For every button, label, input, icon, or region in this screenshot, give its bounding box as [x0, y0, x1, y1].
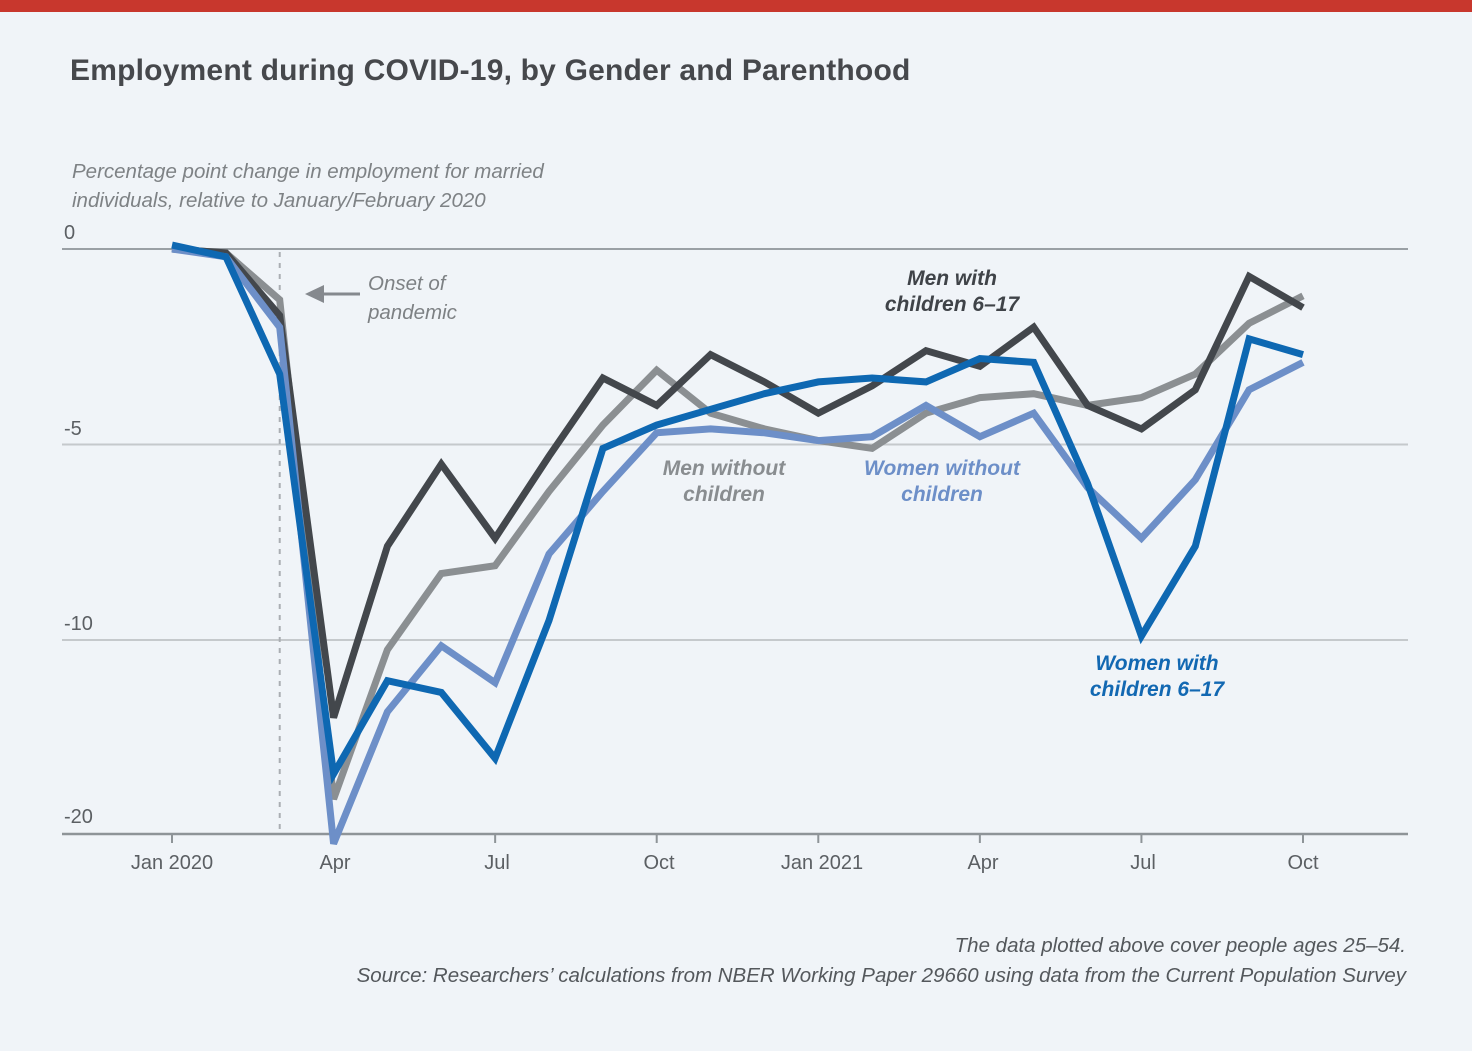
series-label-men-with-children: Men with children 6–17	[884, 267, 1020, 316]
x-tick-jul-2020: Jul	[484, 852, 510, 874]
x-tick-oct-2021: Oct	[1287, 852, 1319, 874]
series-line-women_without_children	[171, 245, 1305, 846]
onset-arrowhead-icon	[305, 285, 324, 303]
chart-title: Employment during COVID-19, by Gender an…	[70, 54, 911, 87]
x-tick-jan-2020: Jan 2020	[130, 852, 214, 874]
y-tick--10: -10	[64, 613, 93, 635]
x-tick-jan-2021: Jan 2021	[780, 852, 864, 874]
y-tick--5: -5	[64, 418, 82, 440]
x-tick-jul-2021: Jul	[1130, 852, 1156, 874]
chart-subtitle: Percentage point change in employment fo…	[72, 160, 544, 213]
footer-source: Source: Researchers’ calculations from N…	[356, 964, 1406, 987]
series-label-women-without-children: Women without children	[864, 457, 1020, 506]
nber-red-top-bar	[0, 0, 1472, 12]
footer-note: The data plotted above cover people ages…	[954, 934, 1406, 957]
x-tick-apr-2020: Apr	[319, 852, 351, 874]
series-line-men_without_children	[171, 245, 1305, 801]
y-tick--20: -20	[64, 806, 93, 828]
series-label-men-without-children: Men without children	[662, 457, 786, 506]
series-line-women_with_children_6_17	[171, 241, 1304, 785]
x-tick-apr-2021: Apr	[967, 852, 999, 874]
series-label-women-with-children: Women with children 6–17	[1089, 652, 1225, 701]
series-line-men_with_children_6_17	[171, 245, 1305, 719]
y-tick-0: 0	[64, 222, 76, 244]
x-tick-oct-2020: Oct	[643, 852, 675, 874]
onset-of-pandemic-annotation: Onset of pandemic	[368, 272, 457, 325]
